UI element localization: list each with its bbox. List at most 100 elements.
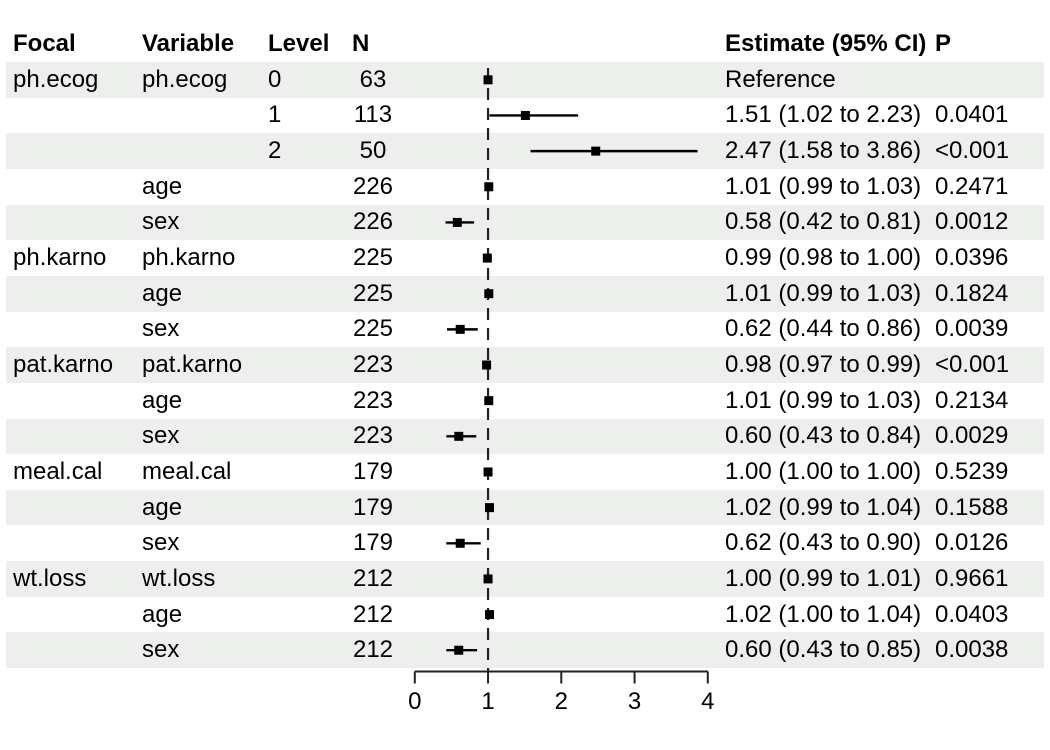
table-row: sex 225 0.62 (0.44 to 0.86) 0.0039 xyxy=(0,312,1050,348)
n-cell: 223 xyxy=(352,351,394,378)
row-stripe xyxy=(6,275,1044,312)
p-cell: <0.001 xyxy=(935,137,1010,165)
variable-cell: age xyxy=(142,386,183,414)
variable-cell: ph.karno xyxy=(142,244,236,272)
n-cell: 113 xyxy=(353,101,393,129)
header-p: P xyxy=(935,30,952,57)
focal-cell: meal.cal xyxy=(13,457,103,485)
n-cell: 223 xyxy=(352,386,394,414)
variable-cell: age xyxy=(142,172,183,200)
x-axis-tick-label: 3 xyxy=(628,688,641,715)
estimate-cell: 2.47 (1.58 to 3.86) xyxy=(725,137,922,165)
row-stripe xyxy=(6,204,1044,241)
estimate-cell: 1.01 (0.99 to 1.03) xyxy=(725,172,922,200)
table-row: age 179 1.02 (0.99 to 1.04) 0.1588 xyxy=(0,489,1050,526)
p-cell: 0.0029 xyxy=(935,422,1009,450)
estimate-cell: 0.58 (0.42 to 0.81) xyxy=(725,208,922,236)
table-row: age 226 1.01 (0.99 to 1.03) 0.2471 xyxy=(0,169,1050,205)
p-cell: 0.0126 xyxy=(935,529,1009,557)
table-row: wt.loss wt.loss 212 1.00 (0.99 to 1.01) 0.96… xyxy=(0,561,1050,597)
n-cell: 179 xyxy=(352,529,394,557)
row-stripe xyxy=(6,62,1044,98)
n-cell: 179 xyxy=(352,457,394,485)
x-axis-tick-label: 4 xyxy=(701,688,714,715)
n-cell: 63 xyxy=(359,65,387,93)
table-row: age 212 1.02 (1.00 to 1.04) 0.0403 xyxy=(0,597,1050,633)
variable-cell: sex xyxy=(142,208,180,236)
variable-cell: wt.loss xyxy=(142,564,216,592)
p-cell: <0.001 xyxy=(935,351,1010,378)
header-level: Level xyxy=(268,30,330,57)
n-cell: 212 xyxy=(352,636,394,664)
n-cell: 212 xyxy=(352,564,394,592)
variable-cell: age xyxy=(142,493,183,521)
table-row: 1 113 1.51 (1.02 to 2.23) 0.0401 xyxy=(0,98,1050,134)
p-cell: 0.9661 xyxy=(935,564,1009,592)
p-cell: 0.2471 xyxy=(935,172,1009,200)
x-axis-tick-label: 1 xyxy=(481,688,494,715)
row-stripe xyxy=(6,561,1044,597)
n-cell: 225 xyxy=(352,315,394,343)
p-cell: 0.1588 xyxy=(935,493,1009,521)
focal-cell: pat.karno xyxy=(13,351,114,378)
focal-cell: wt.loss xyxy=(13,564,87,592)
estimate-cell: 0.99 (0.98 to 1.00) xyxy=(725,244,922,272)
estimate-cell: 0.60 (0.43 to 0.84) xyxy=(725,422,922,450)
p-cell: 0.0401 xyxy=(935,101,1009,129)
estimate-cell: 1.00 (0.99 to 1.01) xyxy=(725,564,922,592)
table-row: age 223 1.01 (0.99 to 1.03) 0.2134 xyxy=(0,383,1050,419)
row-stripe xyxy=(6,347,1044,383)
n-cell: 225 xyxy=(352,244,394,272)
estimate-cell: 1.02 (0.99 to 1.04) xyxy=(725,493,922,521)
focal-cell: ph.ecog xyxy=(13,65,99,93)
estimate-cell: 0.62 (0.44 to 0.86) xyxy=(725,315,922,343)
x-axis-tick-label: 2 xyxy=(555,688,568,715)
variable-cell: sex xyxy=(142,636,180,664)
n-cell: 226 xyxy=(352,172,394,200)
p-cell: 0.2134 xyxy=(935,386,1009,414)
estimate-cell: 1.02 (1.00 to 1.04) xyxy=(725,600,922,628)
estimate-cell: 1.01 (0.99 to 1.03) xyxy=(725,386,922,414)
n-cell: 225 xyxy=(352,279,394,307)
table-row: sex 212 0.60 (0.43 to 0.85) 0.0038 xyxy=(0,632,1050,669)
variable-cell: pat.karno xyxy=(142,351,243,378)
estimate-cell: 0.60 (0.43 to 0.85) xyxy=(725,636,922,664)
row-stripe xyxy=(6,133,1044,169)
table-row: pat.karno pat.karno 223 0.98 (0.97 to 0.99)… xyxy=(0,347,1050,383)
x-axis-tick-label: 0 xyxy=(408,688,421,715)
level-cell: 0 xyxy=(268,65,282,93)
header-focal: Focal xyxy=(13,30,76,57)
estimate-cell: 0.62 (0.43 to 0.90) xyxy=(725,529,922,557)
estimate-cell: Reference xyxy=(725,65,836,93)
p-cell: 0.0396 xyxy=(935,244,1009,272)
header-estimate: Estimate (95% CI) xyxy=(725,30,927,57)
estimate-cell: 1.51 (1.02 to 2.23) xyxy=(725,101,922,129)
p-cell: 0.1824 xyxy=(935,279,1009,307)
header-variable: Variable xyxy=(142,30,235,57)
level-cell: 2 xyxy=(268,137,282,165)
n-cell: 223 xyxy=(352,422,394,450)
table-row: 2 50 2.47 (1.58 to 3.86) <0.001 xyxy=(0,133,1050,169)
estimate-cell: 0.98 (0.97 to 0.99) xyxy=(725,351,922,378)
p-cell: 0.0403 xyxy=(935,600,1009,628)
n-cell: 226 xyxy=(352,208,394,236)
variable-cell: age xyxy=(142,279,183,307)
variable-cell: sex xyxy=(142,422,180,450)
p-cell: 0.5239 xyxy=(935,457,1009,485)
row-stripe xyxy=(6,632,1044,669)
level-cell: 1 xyxy=(268,101,282,129)
header-n: N xyxy=(352,30,370,57)
n-cell: 179 xyxy=(352,493,394,521)
table-row: ph.karno ph.karno 225 0.99 (0.98 to 1.00) 0.… xyxy=(0,240,1050,276)
n-cell: 50 xyxy=(359,137,387,165)
table-row: sex 179 0.62 (0.43 to 0.90) 0.0126 xyxy=(0,525,1050,561)
variable-cell: sex xyxy=(142,315,180,343)
row-stripe xyxy=(6,418,1044,455)
variable-cell: ph.ecog xyxy=(142,65,228,93)
row-stripe xyxy=(6,489,1044,526)
table-row: ph.ecog ph.ecog 0 63 Reference xyxy=(0,62,1050,98)
variable-cell: meal.cal xyxy=(142,457,232,485)
variable-cell: age xyxy=(142,600,183,628)
estimate-cell: 1.01 (0.99 to 1.03) xyxy=(725,279,922,307)
